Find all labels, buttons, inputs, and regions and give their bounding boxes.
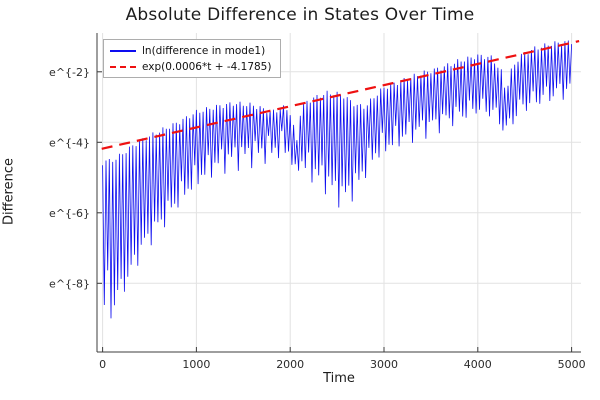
exponential-fit-line: [101, 40, 580, 150]
x-tick-label: 3000: [370, 358, 398, 371]
x-tick-label: 0: [99, 358, 106, 371]
chart-title: Absolute Difference in States Over Time: [125, 5, 475, 25]
x-axis-label: Time: [323, 371, 355, 386]
legend-label-difference: ln(difference in mode1): [142, 44, 266, 57]
y-tick-label: e^{-2}: [49, 66, 90, 79]
y-tick-label: e^{-4}: [49, 136, 90, 149]
x-tick-label: 2000: [276, 358, 304, 371]
y-tick-label: e^{-6}: [49, 207, 90, 220]
x-tick-label: 5000: [558, 358, 586, 371]
red-dashed-line-sample-icon: [110, 65, 136, 68]
legend: ln(difference in mode1) exp(0.0006*t + -…: [103, 39, 282, 78]
difference-series-line: [102, 40, 572, 319]
y-axis-label: Difference: [1, 157, 17, 226]
legend-entry-fit: exp(0.0006*t + -4.1785): [110, 59, 271, 74]
x-tick-label: 1000: [182, 358, 210, 371]
legend-label-fit: exp(0.0006*t + -4.1785): [142, 60, 272, 73]
x-tick-label: 4000: [464, 358, 492, 371]
y-tick-label: e^{-8}: [49, 277, 90, 290]
blue-line-sample-icon: [110, 49, 136, 52]
legend-entry-difference: ln(difference in mode1): [110, 43, 271, 58]
